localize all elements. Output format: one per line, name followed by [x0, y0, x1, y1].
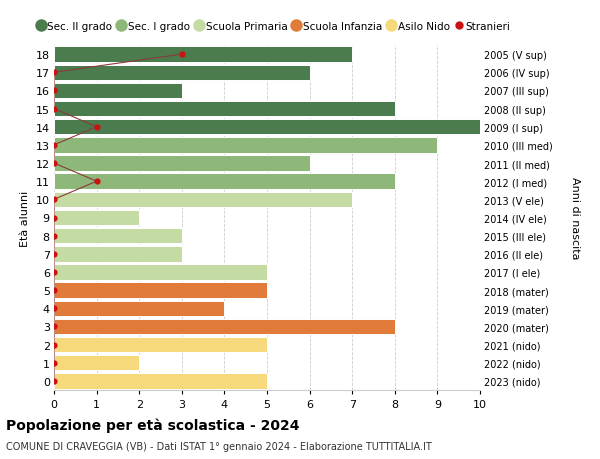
Bar [54, 65, 310, 81]
Bar [54, 355, 139, 371]
Bar [54, 174, 395, 190]
Bar [54, 283, 267, 298]
Bar [54, 229, 182, 244]
Bar [54, 156, 310, 171]
Bar [54, 319, 395, 335]
Text: COMUNE DI CRAVEGGIA (VB) - Dati ISTAT 1° gennaio 2024 - Elaborazione TUTTITALIA.: COMUNE DI CRAVEGGIA (VB) - Dati ISTAT 1°… [6, 441, 432, 451]
Bar [54, 120, 480, 135]
Bar [54, 301, 224, 316]
Bar [54, 210, 139, 226]
Bar [54, 337, 267, 353]
Bar [54, 47, 352, 63]
Y-axis label: Età alunni: Età alunni [20, 190, 30, 246]
Y-axis label: Anni di nascita: Anni di nascita [569, 177, 580, 259]
Bar [54, 101, 395, 117]
Bar [54, 192, 352, 207]
Bar [54, 373, 267, 389]
Bar [54, 138, 437, 153]
Bar [54, 265, 267, 280]
Bar [54, 246, 182, 262]
Text: Popolazione per età scolastica - 2024: Popolazione per età scolastica - 2024 [6, 418, 299, 432]
Legend: Sec. II grado, Sec. I grado, Scuola Primaria, Scuola Infanzia, Asilo Nido, Stran: Sec. II grado, Sec. I grado, Scuola Prim… [38, 22, 510, 32]
Bar [54, 84, 182, 99]
